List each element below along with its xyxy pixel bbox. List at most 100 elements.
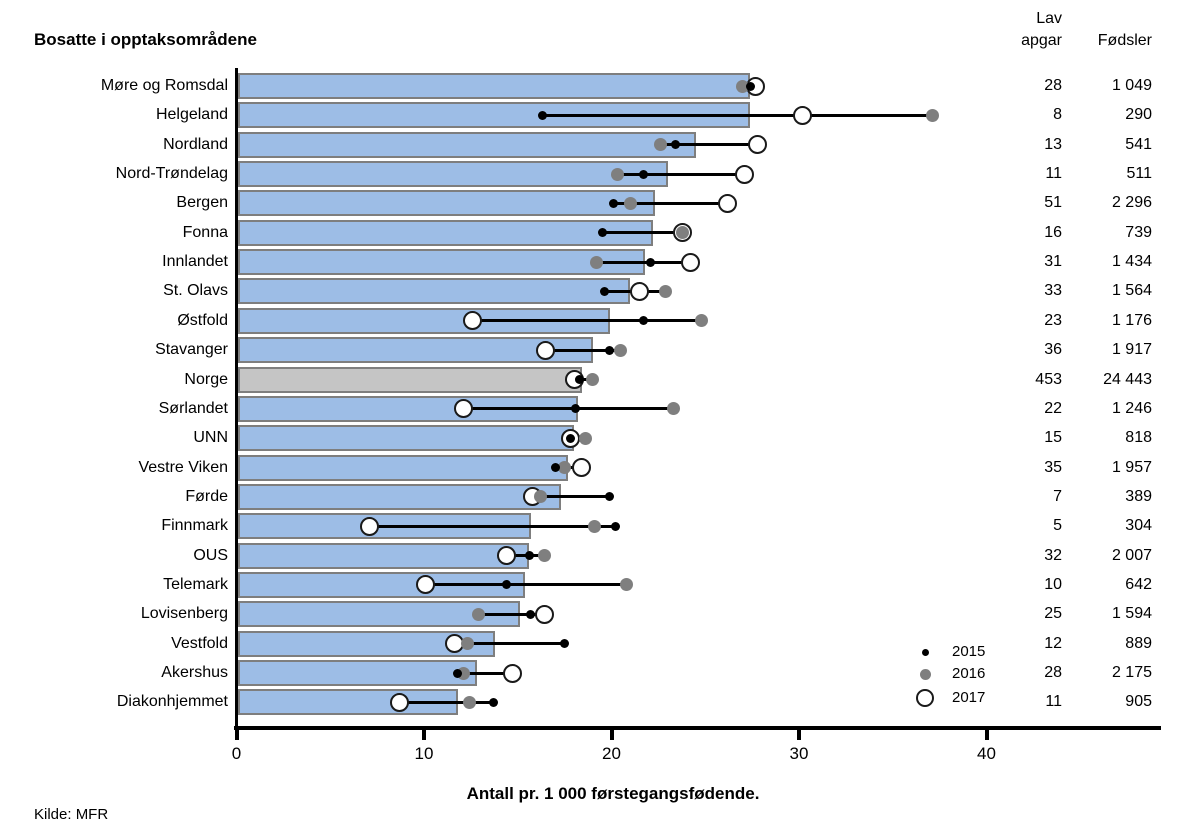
dot-2016	[586, 373, 600, 386]
x-tick	[797, 730, 801, 740]
category-label: Finnmark	[161, 517, 228, 535]
category-label: Østfold	[177, 311, 228, 329]
x-tick-label: 10	[414, 744, 434, 763]
dot-2016	[533, 490, 547, 504]
source-note: Kilde: MFR	[34, 806, 109, 823]
dot-2015	[745, 81, 755, 91]
fodsler-value: 541	[1125, 135, 1152, 153]
year-range-line	[399, 700, 494, 704]
category-label: Telemark	[163, 575, 228, 593]
year-range-line	[660, 143, 758, 147]
year-range-line	[457, 671, 513, 675]
fodsler-value: 1 594	[1111, 605, 1152, 623]
bar	[238, 219, 653, 246]
dot-2015	[605, 345, 615, 355]
category-label: Akershus	[161, 664, 228, 681]
dot-2015	[550, 463, 560, 473]
lav-apgar-value: 11	[1045, 693, 1062, 711]
dot-2016	[610, 167, 624, 181]
fodsler-value: 290	[1125, 106, 1152, 124]
category-label: Helgeland	[155, 106, 228, 124]
bar	[238, 307, 610, 334]
category-label: Nord-Trøndelag	[115, 165, 228, 183]
legend-label-2016: 2016	[952, 665, 986, 682]
x-tick-label: 0	[231, 744, 242, 763]
dot-2015	[575, 375, 585, 384]
year-range-line	[532, 495, 610, 499]
year-range-line	[463, 407, 674, 411]
lav-apgar-value: 33	[1044, 282, 1062, 300]
category-label: St. Olavs	[163, 282, 228, 300]
dot-2017	[748, 135, 768, 155]
year-range-line	[425, 583, 627, 587]
dot-2015	[524, 551, 534, 561]
dot-2015	[526, 609, 536, 619]
legend-marker-2016	[919, 668, 931, 680]
fodsler-value: 1 246	[1111, 399, 1152, 417]
dot-2017	[360, 516, 380, 536]
fodsler-value: 2 175	[1111, 664, 1152, 681]
lav-apgar-value: 35	[1044, 458, 1062, 476]
fodsler-value: 24 443	[1103, 370, 1152, 388]
lav-apgar-value: 28	[1044, 77, 1062, 94]
dot-2016	[537, 549, 551, 563]
fodsler-value: 1 564	[1111, 282, 1152, 300]
dot-2015	[646, 257, 656, 267]
year-range-line	[596, 260, 691, 264]
dot-2017	[463, 311, 483, 331]
dot-2017	[536, 340, 556, 360]
dot-2016	[666, 402, 680, 416]
category-label: Innlandet	[162, 253, 228, 271]
dot-2017	[572, 458, 591, 478]
dot-2016	[471, 607, 485, 621]
dot-2015	[502, 580, 511, 590]
category-label: Møre og Romsdal	[100, 77, 228, 94]
dot-2016	[558, 461, 572, 475]
dot-2015	[605, 492, 615, 502]
lav-apgar-value: 12	[1044, 634, 1062, 652]
year-range-line	[613, 201, 728, 205]
fodsler-value: 739	[1125, 223, 1152, 241]
x-tick	[234, 730, 239, 740]
bar	[238, 425, 574, 452]
fodsler-value: 818	[1125, 429, 1152, 447]
fodsler-value: 2 296	[1111, 194, 1152, 212]
y-axis-line	[235, 68, 238, 730]
dot-2016	[462, 695, 476, 709]
year-range-line	[478, 612, 544, 616]
category-label: Diakonhjemmet	[116, 693, 228, 711]
dot-2015	[571, 404, 581, 414]
x-tick	[422, 730, 426, 740]
year-range-line	[545, 348, 621, 352]
bar	[238, 190, 655, 217]
dot-2016	[695, 314, 708, 328]
category-label: Vestre Viken	[138, 458, 228, 476]
dot-2015	[670, 140, 680, 150]
year-range-line	[369, 524, 616, 528]
dot-2015	[599, 286, 609, 296]
x-tick	[984, 730, 989, 740]
year-range-line	[542, 113, 933, 117]
legend-marker-2015	[921, 648, 929, 656]
category-label: OUS	[193, 546, 228, 564]
x-tick	[609, 730, 614, 740]
dot-2017	[718, 193, 738, 213]
legend-label-2017: 2017	[952, 689, 986, 706]
fodsler-value: 1 434	[1111, 253, 1152, 271]
dot-2017	[497, 546, 516, 566]
bar	[238, 660, 477, 686]
lav-apgar-value: 11	[1045, 165, 1062, 183]
chart-title: Bosatte i opptaksområdene	[34, 30, 257, 49]
category-label: Norge	[184, 370, 228, 388]
dot-2015	[638, 169, 648, 179]
lav-apgar-value: 22	[1044, 399, 1062, 417]
lav-apgar-value: 453	[1035, 370, 1062, 388]
category-label: Stavanger	[155, 341, 228, 359]
category-label: Førde	[185, 487, 228, 505]
bar	[238, 337, 593, 364]
bar	[238, 689, 458, 716]
dot-2017	[534, 604, 554, 624]
fodsler-value: 511	[1126, 165, 1152, 183]
dot-2015	[608, 198, 618, 208]
category-label: Sørlandet	[158, 399, 228, 417]
